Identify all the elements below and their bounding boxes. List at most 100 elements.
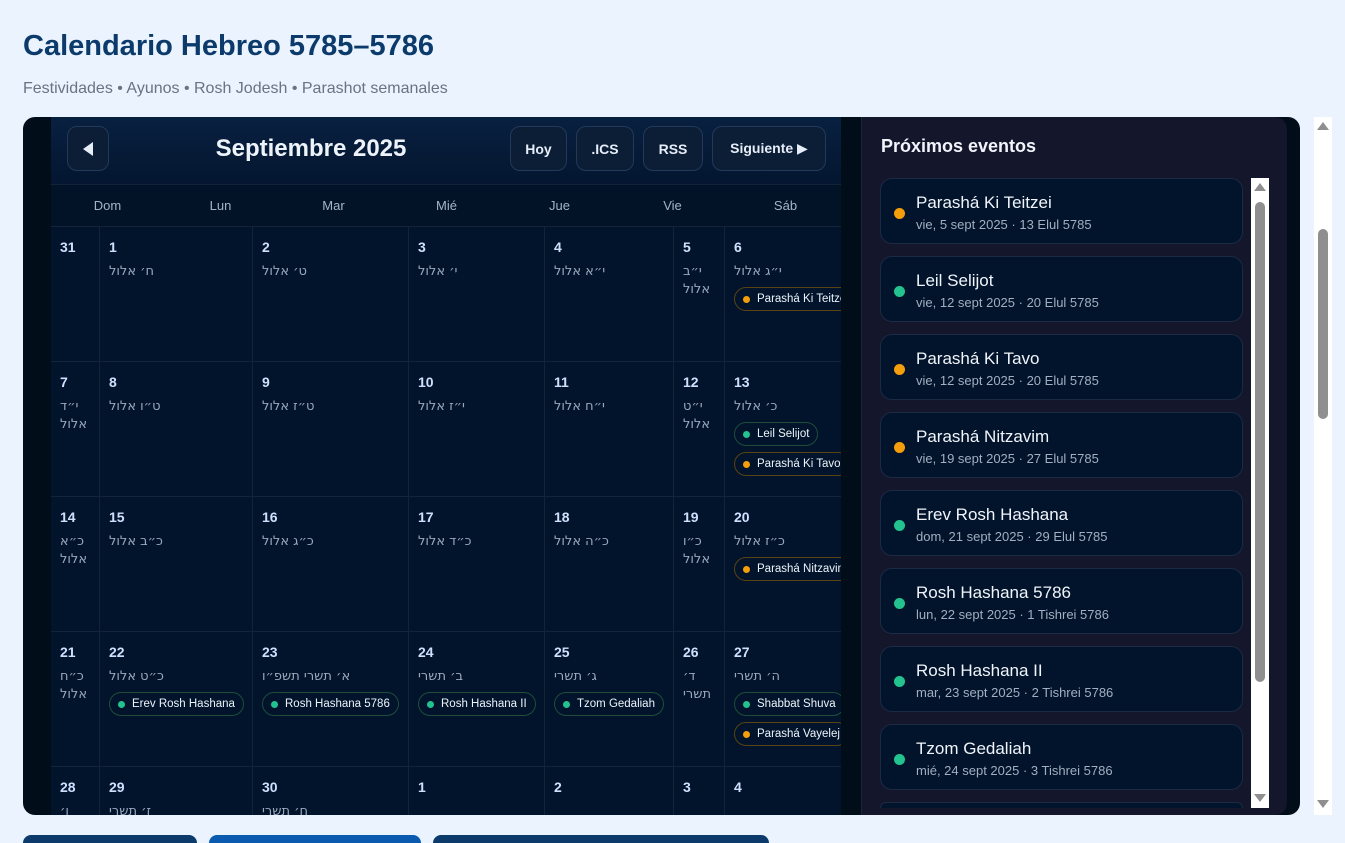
hebrew-date: כ״א אלול [60, 534, 88, 567]
upcoming-events-title: Próximos eventos [881, 136, 1037, 156]
day-cell[interactable]: 3 י׳ אלול [409, 227, 545, 362]
day-cell[interactable]: 20 כ״ז אלול Parashá Nitzavim [725, 497, 841, 632]
day-cell[interactable]: 25 ג׳ תשרי Tzom Gedaliah [545, 632, 674, 767]
upcoming-event-item[interactable]: Rosh Hashana 5786 lun, 22 sept 2025 · 1 T… [880, 568, 1243, 634]
scroll-up-icon[interactable] [1254, 183, 1266, 191]
day-cell[interactable]: 13 כ׳ אלול Leil Selijot Parashá Ki Tavo [725, 362, 841, 497]
event-date: vie, 19 sept 2025 · 27 Elul 5785 [916, 451, 1099, 466]
day-number: 10 [418, 374, 434, 390]
scroll-up-icon[interactable] [1317, 122, 1329, 130]
day-cell[interactable]: 12 י״ט אלול [674, 362, 725, 497]
event-date: vie, 5 sept 2025 · 13 Elul 5785 [916, 217, 1092, 232]
day-cell[interactable]: 1 ח׳ אלול [100, 227, 253, 362]
day-cell[interactable]: 15 כ״ב אלול [100, 497, 253, 632]
today-button[interactable]: Hoy [510, 126, 567, 171]
footer-button-3[interactable] [433, 835, 769, 843]
day-number: 1 [109, 239, 117, 255]
day-number: 8 [109, 374, 117, 390]
day-cell[interactable]: 10 י״ז אלול [409, 362, 545, 497]
day-cell[interactable]: 30 ח׳ תשרי [253, 767, 409, 815]
day-cell[interactable]: 6 י״ג אלול Parashá Ki Teitzei [725, 227, 841, 362]
hebrew-date: כ״ב אלול [109, 534, 163, 549]
day-cell[interactable]: 23 א׳ תשרי תשפ״ו Rosh Hashana 5786 [253, 632, 409, 767]
day-cell[interactable]: 7 י״ד אלול [51, 362, 100, 497]
event-chip-label: Parashá Vayelej [757, 728, 840, 740]
day-cell[interactable]: 24 ב׳ תשרי Rosh Hashana II [409, 632, 545, 767]
day-number: 13 [734, 374, 750, 390]
day-cell[interactable]: 26 ד׳ תשרי [674, 632, 725, 767]
event-chip[interactable]: Parashá Vayelej [734, 722, 841, 746]
event-chip[interactable]: Rosh Hashana 5786 [262, 692, 399, 716]
day-cell[interactable]: 8 ט״ו אלול [100, 362, 253, 497]
next-month-button[interactable]: Siguiente ▶ [712, 126, 826, 171]
event-chip[interactable]: Rosh Hashana II [418, 692, 536, 716]
event-chip-label: Parashá Ki Teitzei [757, 293, 841, 305]
upcoming-event-item[interactable] [880, 802, 1243, 808]
day-cell[interactable]: 2 ט׳ אלול [253, 227, 409, 362]
event-chip[interactable]: Leil Selijot [734, 422, 819, 446]
event-chip-label: Rosh Hashana 5786 [285, 698, 390, 710]
day-cell[interactable]: 27 ה׳ תשרי Shabbat Shuva Parashá Vayelej [725, 632, 841, 767]
ics-export-button[interactable]: .ICS [576, 126, 634, 171]
page-scrollbar[interactable] [1314, 117, 1332, 815]
day-cell[interactable]: 11 י״ח אלול [545, 362, 674, 497]
event-chip[interactable]: Shabbat Shuva [734, 692, 841, 716]
upcoming-event-item[interactable]: Parashá Nitzavim vie, 19 sept 2025 · 27 E… [880, 412, 1243, 478]
hebrew-date: כ״ה אלול [554, 534, 609, 549]
day-cell[interactable]: 14 כ״א אלול [51, 497, 100, 632]
event-chip[interactable]: Parashá Ki Teitzei [734, 287, 841, 311]
event-chip[interactable]: Erev Rosh Hashana [109, 692, 244, 716]
day-cell[interactable]: 1 [409, 767, 545, 815]
day-cell[interactable]: 4 י״א אלול [545, 227, 674, 362]
upcoming-event-item[interactable]: Rosh Hashana II mar, 23 sept 2025 · 2 Tis… [880, 646, 1243, 712]
day-cell[interactable]: 21 כ״ח אלול [51, 632, 100, 767]
day-number: 21 [60, 644, 76, 660]
day-cell[interactable]: 2 [545, 767, 674, 815]
holiday-dot-icon [894, 598, 905, 609]
hebrew-date: ט׳ אלול [262, 264, 307, 279]
hebrew-date: כ׳ אלול [734, 399, 778, 414]
day-cell[interactable]: 5 י״ב אלול [674, 227, 725, 362]
event-chip-label: Parashá Ki Tavo [757, 458, 841, 470]
rss-button[interactable]: RSS [643, 126, 703, 171]
day-cell[interactable]: 18 כ״ה אלול [545, 497, 674, 632]
upcoming-event-item[interactable]: Leil Selijot vie, 12 sept 2025 · 20 Elul … [880, 256, 1243, 322]
day-cell[interactable]: 3 [674, 767, 725, 815]
hebrew-date: ה׳ תשרי [734, 669, 781, 684]
day-number: 31 [60, 239, 76, 255]
day-cell[interactable]: 19 כ״ו אלול [674, 497, 725, 632]
upcoming-event-item[interactable]: Tzom Gedaliah mié, 24 sept 2025 · 3 Tishr… [880, 724, 1243, 790]
footer-button-2[interactable] [209, 835, 421, 843]
day-cell[interactable]: 22 כ״ט אלול Erev Rosh Hashana [100, 632, 253, 767]
event-chip-label: Parashá Nitzavim [757, 563, 841, 575]
day-cell[interactable]: 17 כ״ד אלול [409, 497, 545, 632]
day-number: 3 [683, 779, 691, 795]
event-name: Rosh Hashana II [916, 661, 1043, 680]
parasha-dot-icon [743, 460, 750, 468]
scrollbar-thumb[interactable] [1318, 229, 1328, 419]
prev-month-button[interactable] [67, 126, 109, 171]
day-cell[interactable]: 31 [51, 227, 100, 362]
parasha-dot-icon [894, 364, 905, 375]
events-scrollbar[interactable] [1251, 178, 1269, 808]
scroll-down-icon[interactable] [1254, 794, 1266, 802]
hebrew-date: י״ז אלול [418, 399, 465, 414]
scrollbar-thumb[interactable] [1255, 202, 1265, 682]
upcoming-event-item[interactable]: Parashá Ki Teitzei vie, 5 sept 2025 · 13 … [880, 178, 1243, 244]
day-cell[interactable]: 28 ו׳ תשרי [51, 767, 100, 815]
hebrew-date: י״ג אלול [734, 264, 782, 279]
hebrew-date: י׳ אלול [418, 264, 458, 279]
upcoming-event-item[interactable]: Parashá Ki Tavo vie, 12 sept 2025 · 20 El… [880, 334, 1243, 400]
scroll-down-icon[interactable] [1317, 800, 1329, 808]
event-chip[interactable]: Tzom Gedaliah [554, 692, 664, 716]
upcoming-event-item[interactable]: Erev Rosh Hashana dom, 21 sept 2025 · 29 … [880, 490, 1243, 556]
weekday-label: Dom [93, 198, 122, 213]
event-chip[interactable]: Parashá Nitzavim [734, 557, 841, 581]
footer-button-1[interactable] [23, 835, 197, 843]
day-cell[interactable]: 4 [725, 767, 841, 815]
day-number: 20 [734, 509, 750, 525]
day-cell[interactable]: 16 כ״ג אלול [253, 497, 409, 632]
day-cell[interactable]: 29 ז׳ תשרי [100, 767, 253, 815]
day-cell[interactable]: 9 ט״ז אלול [253, 362, 409, 497]
event-chip[interactable]: Parashá Ki Tavo [734, 452, 841, 476]
